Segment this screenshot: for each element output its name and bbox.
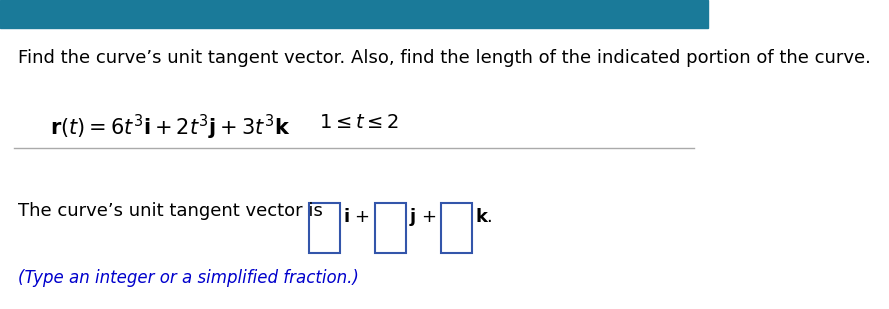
Text: Find the curve’s unit tangent vector. Also, find the length of the indicated por: Find the curve’s unit tangent vector. Al… — [18, 49, 870, 67]
Bar — [0, 0, 708, 28]
Text: $\mathbf{r}(t) = 6t^3\mathbf{i} + 2t^3\mathbf{j} + 3t^3\mathbf{k}$: $\mathbf{r}(t) = 6t^3\mathbf{i} + 2t^3\m… — [50, 113, 290, 142]
Text: $\mathbf{k}$.: $\mathbf{k}$. — [475, 208, 493, 226]
FancyBboxPatch shape — [375, 203, 406, 253]
FancyBboxPatch shape — [441, 203, 472, 253]
Text: $\mathbf{j}$ +: $\mathbf{j}$ + — [409, 206, 436, 228]
Text: $1 \leq t \leq 2$: $1 \leq t \leq 2$ — [318, 113, 399, 132]
FancyBboxPatch shape — [309, 203, 340, 253]
Text: $\mathbf{i}$ +: $\mathbf{i}$ + — [343, 208, 371, 226]
Text: (Type an integer or a simplified fraction.): (Type an integer or a simplified fractio… — [18, 269, 358, 287]
Text: The curve’s unit tangent vector is: The curve’s unit tangent vector is — [18, 202, 328, 220]
